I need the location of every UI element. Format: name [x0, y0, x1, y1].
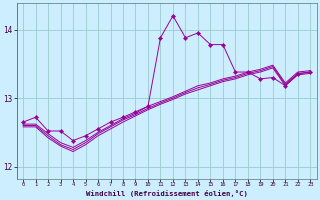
- X-axis label: Windchill (Refroidissement éolien,°C): Windchill (Refroidissement éolien,°C): [86, 190, 248, 197]
